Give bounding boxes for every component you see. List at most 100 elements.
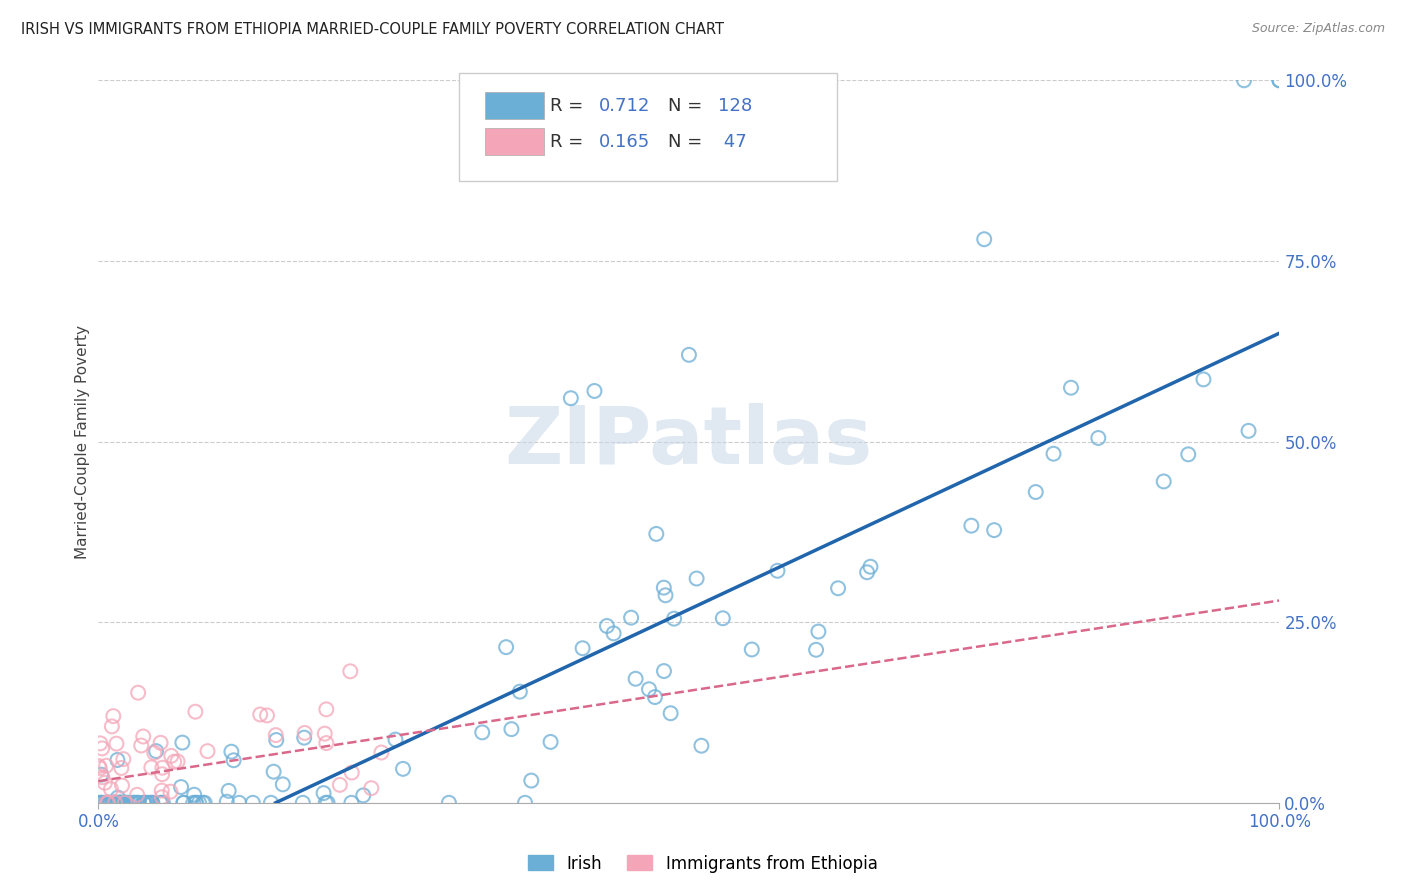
Point xyxy=(93,796,115,810)
Text: 128: 128 xyxy=(718,96,752,114)
Point xyxy=(149,736,172,750)
Point xyxy=(98,796,121,810)
Point xyxy=(352,789,374,803)
Point xyxy=(110,761,132,775)
Point xyxy=(560,391,582,405)
Point xyxy=(215,795,238,809)
Point xyxy=(571,641,593,656)
Point xyxy=(1268,73,1291,87)
Point xyxy=(620,610,643,624)
Point xyxy=(315,736,337,750)
Point xyxy=(143,746,166,760)
Point xyxy=(91,770,114,784)
Point xyxy=(827,581,849,595)
Point xyxy=(741,642,763,657)
Point xyxy=(89,796,111,810)
Point xyxy=(1153,475,1175,489)
Point xyxy=(172,735,194,749)
Point xyxy=(114,796,136,810)
Point xyxy=(1237,424,1260,438)
Text: R =: R = xyxy=(550,133,589,151)
Point xyxy=(188,796,211,810)
Point xyxy=(122,796,145,810)
Point xyxy=(112,752,135,766)
Point xyxy=(690,739,713,753)
Point xyxy=(89,736,111,750)
Point xyxy=(94,776,117,790)
Point xyxy=(513,796,536,810)
Point xyxy=(172,796,194,810)
Point xyxy=(392,762,415,776)
Point xyxy=(103,709,125,723)
Point xyxy=(108,796,131,810)
Point xyxy=(104,796,127,810)
Point xyxy=(108,796,131,810)
Point xyxy=(96,796,118,810)
Point xyxy=(120,796,142,810)
Point xyxy=(122,796,145,810)
Point xyxy=(340,765,363,780)
Point xyxy=(291,796,314,810)
Text: 0.165: 0.165 xyxy=(599,133,651,151)
Point xyxy=(105,737,128,751)
Point xyxy=(103,796,125,810)
Point xyxy=(1087,431,1109,445)
Point xyxy=(973,232,995,246)
Text: IRISH VS IMMIGRANTS FROM ETHIOPIA MARRIED-COUPLE FAMILY POVERTY CORRELATION CHAR: IRISH VS IMMIGRANTS FROM ETHIOPIA MARRIE… xyxy=(21,22,724,37)
FancyBboxPatch shape xyxy=(485,128,544,155)
Point xyxy=(624,672,647,686)
Point xyxy=(766,564,789,578)
Point xyxy=(111,796,134,810)
Point xyxy=(960,518,983,533)
Point xyxy=(315,796,337,810)
Point xyxy=(98,796,121,810)
Point xyxy=(108,796,131,810)
Point xyxy=(127,788,149,802)
Point xyxy=(152,796,174,810)
Point xyxy=(132,730,155,744)
Point xyxy=(260,796,283,810)
Point xyxy=(1177,447,1199,461)
Point xyxy=(111,779,134,793)
Point xyxy=(263,764,285,779)
Legend: Irish, Immigrants from Ethiopia: Irish, Immigrants from Ethiopia xyxy=(522,848,884,880)
Point xyxy=(184,705,207,719)
Point xyxy=(983,523,1005,537)
Point xyxy=(292,731,315,745)
Point xyxy=(100,796,122,810)
Point xyxy=(495,640,517,655)
Point xyxy=(602,626,624,640)
Point xyxy=(134,796,156,810)
Point xyxy=(114,796,136,810)
Point xyxy=(141,796,163,810)
Point xyxy=(96,796,118,810)
Point xyxy=(114,796,136,810)
Point xyxy=(312,786,335,800)
Point xyxy=(160,748,183,763)
Point xyxy=(652,581,675,595)
Point xyxy=(644,690,666,704)
Point xyxy=(105,796,128,810)
Point xyxy=(107,753,129,767)
Point xyxy=(184,796,207,810)
Point xyxy=(104,796,127,810)
Point xyxy=(159,785,181,799)
Point xyxy=(678,348,700,362)
Point xyxy=(135,796,157,810)
Point xyxy=(638,682,661,697)
Point xyxy=(100,782,122,797)
Point xyxy=(150,790,173,805)
Point xyxy=(1268,73,1291,87)
Text: Source: ZipAtlas.com: Source: ZipAtlas.com xyxy=(1251,22,1385,36)
Point xyxy=(1233,73,1256,87)
Point xyxy=(173,796,195,810)
Point xyxy=(540,735,562,749)
Point xyxy=(596,619,619,633)
Point xyxy=(1042,447,1064,461)
Point xyxy=(856,566,879,580)
Text: 0.712: 0.712 xyxy=(599,96,651,114)
Point xyxy=(150,783,173,797)
Point xyxy=(340,796,363,810)
Point xyxy=(163,755,186,769)
Point xyxy=(662,612,685,626)
